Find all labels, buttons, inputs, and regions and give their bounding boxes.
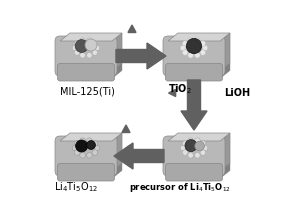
FancyBboxPatch shape xyxy=(55,36,117,76)
Circle shape xyxy=(182,41,188,46)
Polygon shape xyxy=(169,89,176,97)
Circle shape xyxy=(72,145,78,151)
FancyBboxPatch shape xyxy=(166,164,223,181)
Polygon shape xyxy=(168,33,230,41)
Circle shape xyxy=(182,150,188,155)
Polygon shape xyxy=(220,163,230,178)
Circle shape xyxy=(80,53,86,58)
Circle shape xyxy=(80,38,86,43)
Text: TiO$_2$: TiO$_2$ xyxy=(168,82,192,96)
Circle shape xyxy=(74,50,80,55)
Circle shape xyxy=(200,50,206,55)
Circle shape xyxy=(195,141,204,151)
Polygon shape xyxy=(112,163,122,178)
Circle shape xyxy=(186,38,202,54)
Circle shape xyxy=(202,45,208,51)
Circle shape xyxy=(200,141,206,146)
Polygon shape xyxy=(60,133,122,141)
Circle shape xyxy=(72,45,78,51)
Circle shape xyxy=(195,53,200,58)
Circle shape xyxy=(94,145,100,151)
FancyBboxPatch shape xyxy=(58,63,115,81)
Circle shape xyxy=(94,45,100,51)
FancyBboxPatch shape xyxy=(166,63,223,81)
Polygon shape xyxy=(181,80,207,130)
FancyBboxPatch shape xyxy=(58,164,115,181)
Circle shape xyxy=(92,141,98,146)
Polygon shape xyxy=(128,25,136,32)
Text: MIL-125(Ti): MIL-125(Ti) xyxy=(60,86,115,96)
Circle shape xyxy=(200,41,206,46)
Circle shape xyxy=(92,150,98,155)
Circle shape xyxy=(180,45,186,51)
Text: precursor of Li$_4$Ti$_5$O$_{12}$: precursor of Li$_4$Ti$_5$O$_{12}$ xyxy=(129,181,231,194)
Circle shape xyxy=(202,145,208,151)
Circle shape xyxy=(182,141,188,146)
Polygon shape xyxy=(168,133,230,141)
Polygon shape xyxy=(220,33,230,71)
Polygon shape xyxy=(112,33,122,71)
Text: LiOH: LiOH xyxy=(224,88,250,98)
Circle shape xyxy=(182,50,188,55)
Circle shape xyxy=(80,153,86,158)
Circle shape xyxy=(195,38,200,43)
Circle shape xyxy=(188,138,194,143)
Circle shape xyxy=(185,140,197,152)
Polygon shape xyxy=(112,63,122,78)
Text: Li$_4$Ti$_5$O$_{12}$: Li$_4$Ti$_5$O$_{12}$ xyxy=(54,180,98,194)
Circle shape xyxy=(87,53,92,58)
Circle shape xyxy=(195,138,200,143)
Circle shape xyxy=(85,39,97,51)
Circle shape xyxy=(92,41,98,46)
Polygon shape xyxy=(220,63,230,78)
Circle shape xyxy=(87,138,92,143)
Polygon shape xyxy=(112,133,122,171)
FancyBboxPatch shape xyxy=(163,136,225,176)
Circle shape xyxy=(195,153,200,158)
FancyBboxPatch shape xyxy=(55,136,117,176)
Circle shape xyxy=(74,141,80,146)
Polygon shape xyxy=(122,125,130,132)
Circle shape xyxy=(188,38,194,43)
Circle shape xyxy=(74,150,80,155)
Circle shape xyxy=(80,138,86,143)
Circle shape xyxy=(75,40,88,52)
Circle shape xyxy=(74,41,80,46)
Circle shape xyxy=(188,53,194,58)
Circle shape xyxy=(188,153,194,158)
Circle shape xyxy=(87,153,92,158)
Polygon shape xyxy=(116,43,166,69)
Polygon shape xyxy=(114,143,164,169)
Circle shape xyxy=(92,50,98,55)
Circle shape xyxy=(87,38,92,43)
FancyBboxPatch shape xyxy=(163,36,225,76)
Circle shape xyxy=(76,140,88,152)
Circle shape xyxy=(200,150,206,155)
Circle shape xyxy=(87,141,95,149)
Circle shape xyxy=(180,145,186,151)
Polygon shape xyxy=(220,133,230,171)
Polygon shape xyxy=(60,33,122,41)
